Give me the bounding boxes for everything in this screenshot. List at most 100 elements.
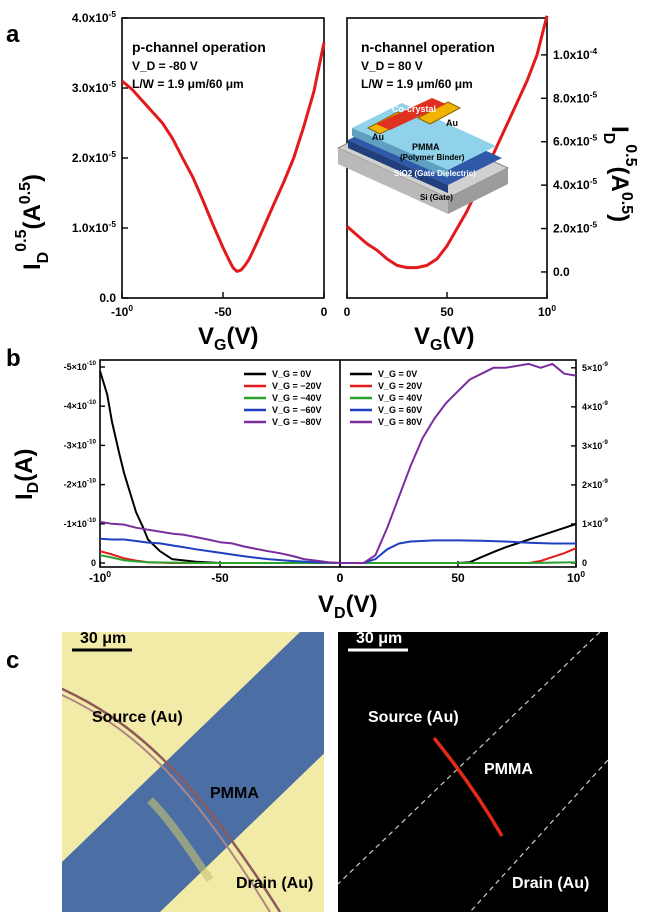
y-tick-label: 3.0x10-5	[72, 79, 116, 95]
co-crystal-fiber-2	[62, 693, 271, 912]
x-tick-label: -50	[211, 571, 229, 585]
panel-a-left-xlabel: VG(V)	[198, 323, 258, 354]
panel-label-a: a	[6, 21, 20, 48]
x-tick-label: -50	[214, 305, 232, 319]
panel-a-right-ylabel: ID0.5(A0.5)	[600, 126, 639, 222]
x-tick-label: 50	[440, 305, 454, 319]
svg-text:VG(V): VG(V)	[414, 323, 474, 354]
p-channel-title: p-channel operation	[132, 39, 266, 55]
svg-text:ID0.5(A0.5): ID0.5(A0.5)	[600, 126, 639, 222]
n-channel-title: n-channel operation	[361, 39, 495, 55]
y-tick-label: 0	[582, 558, 587, 568]
legend-label: V_G = 40V	[378, 393, 422, 403]
panel-b-ylabel: ID(A)	[11, 448, 42, 500]
y-tick-label: -4×10-10	[64, 399, 97, 411]
y-tick-label: 0	[91, 558, 96, 568]
x-tick-label: 100	[538, 303, 556, 319]
y-tick-label: 4.0x10-5	[72, 9, 116, 25]
y-tick-label: 6.0x10-5	[553, 133, 597, 149]
y-tick-label: 8.0x10-5	[553, 89, 597, 105]
n-channel-vd: V_D = 80 V	[361, 59, 423, 73]
y-tick-label: 2×10-9	[582, 478, 608, 490]
panel-label-c: c	[6, 647, 19, 674]
x-tick-label: -100	[89, 569, 111, 585]
n-channel-lw: L/W = 1.9 μm/60 μm	[361, 77, 473, 91]
series-right-4	[340, 362, 577, 564]
inset-sio2: SiO2 (Gate Dielectric)	[394, 169, 476, 178]
output-curves: -100 -50 0 0 -1×10-10 -2×10-10 -3×10-10 -4×10-1…	[64, 359, 608, 585]
panel-a-left-ylabel: ID0.5(A0.5)	[13, 174, 52, 270]
panel-label-b: b	[6, 345, 21, 372]
x-tick-label: 0	[337, 571, 344, 585]
p-channel-vd: V_D = -80 V	[132, 59, 198, 73]
legend-label: V_G = −40V	[272, 393, 322, 403]
pmma-channel	[62, 632, 324, 912]
drain-label-right: Drain (Au)	[512, 875, 589, 892]
emitting-crystal	[432, 736, 504, 837]
pmma-label-left: PMMA	[210, 785, 259, 802]
x-tick-label: 0	[344, 305, 351, 319]
scale-label-left: 30 μm	[80, 630, 126, 647]
legend-label: V_G = 0V	[378, 369, 417, 379]
legend-label: V_G = 60V	[378, 405, 422, 415]
y-tick-label: 1.0x10-5	[72, 219, 116, 235]
panel-b-xlabel: VD(V)	[318, 591, 378, 622]
y-tick-label: 4×10-9	[582, 400, 608, 412]
device-inset: Co-crystal Au Au PMMA (Polymer Binder) S…	[336, 98, 510, 214]
y-tick-label: 2.0x10-5	[72, 149, 116, 165]
y-tick-label: 5×10-9	[582, 361, 608, 373]
dark-background	[338, 632, 608, 912]
series-left-2	[99, 554, 340, 564]
scale-label-right: 30 μm	[356, 630, 402, 647]
x-tick-label: -100	[111, 303, 133, 319]
p-channel-curve	[121, 42, 326, 273]
x-tick-label: 0	[337, 571, 344, 585]
svg-text:VG(V): VG(V)	[198, 323, 258, 354]
y-tick-label: 1.0x10-4	[553, 46, 597, 62]
drain-label-left: Drain (Au)	[236, 875, 313, 892]
inset-au-right: Au	[446, 118, 458, 128]
x-tick-label: 100	[567, 569, 585, 585]
y-tick-label: 2.0x10-5	[553, 220, 597, 236]
pmma-label-right: PMMA	[484, 761, 533, 778]
transfer-curve-n-channel: 0 50 100 0.0 2.0x10-5 4.0x10-5 6.0x10-5 8.0x10-…	[336, 15, 597, 319]
y-tick-label: 1×10-9	[582, 517, 608, 529]
transfer-curve-p-channel: -100 -50 0 0.0 1.0x10-5 2.0x10-5 3.0x10-5 4.0x1…	[72, 9, 328, 319]
n-channel-curve	[346, 15, 549, 270]
inset-pmma: PMMA	[412, 142, 440, 152]
x-tick-label: 0	[321, 305, 328, 319]
inset-au-left: Au	[372, 132, 384, 142]
y-tick-label: 4.0x10-5	[553, 176, 597, 192]
co-crystal-fiber-1	[62, 687, 282, 912]
source-label-left: Source (Au)	[92, 709, 183, 726]
inset-binder: (Polymer Binder)	[400, 153, 465, 162]
svg-text:VD(V): VD(V)	[318, 591, 378, 622]
panel-a-right-xlabel: VG(V)	[414, 323, 474, 354]
y-tick-label: -2×10-10	[64, 478, 97, 490]
photoluminescence-micrograph: 30 μm Source (Au) PMMA Drain (Au)	[338, 630, 608, 912]
legend-label: V_G = 0V	[272, 369, 311, 379]
legend-label: V_G = −60V	[272, 405, 322, 415]
source-label-right: Source (Au)	[368, 709, 459, 726]
legend-label: V_G = 20V	[378, 381, 422, 391]
electrode-edge-2	[469, 759, 608, 912]
y-tick-label: -3×10-10	[64, 438, 97, 450]
series-right-3	[340, 539, 576, 564]
svg-text:ID0.5(A0.5): ID0.5(A0.5)	[13, 174, 52, 270]
p-channel-lw: L/W = 1.9 μm/60 μm	[132, 77, 244, 91]
electrode-edge-1	[338, 632, 601, 885]
legend-label: V_G = 80V	[378, 417, 422, 427]
series-right-2	[340, 561, 577, 564]
y-tick-label: 0.0	[99, 291, 116, 305]
y-tick-label: -1×10-10	[64, 517, 97, 529]
legend-label: V_G = −20V	[272, 381, 322, 391]
series-left-4	[99, 520, 341, 564]
svg-text:ID(A): ID(A)	[11, 448, 42, 500]
inset-cocrystal: Co-crystal	[392, 104, 436, 114]
optical-micrograph: 30 μm Source (Au) PMMA Drain (Au)	[62, 630, 324, 912]
x-tick-label: 50	[451, 571, 465, 585]
y-tick-label: 0.0	[553, 265, 570, 279]
legend-label: V_G = −80V	[272, 417, 322, 427]
inset-si: Si (Gate)	[420, 193, 453, 202]
